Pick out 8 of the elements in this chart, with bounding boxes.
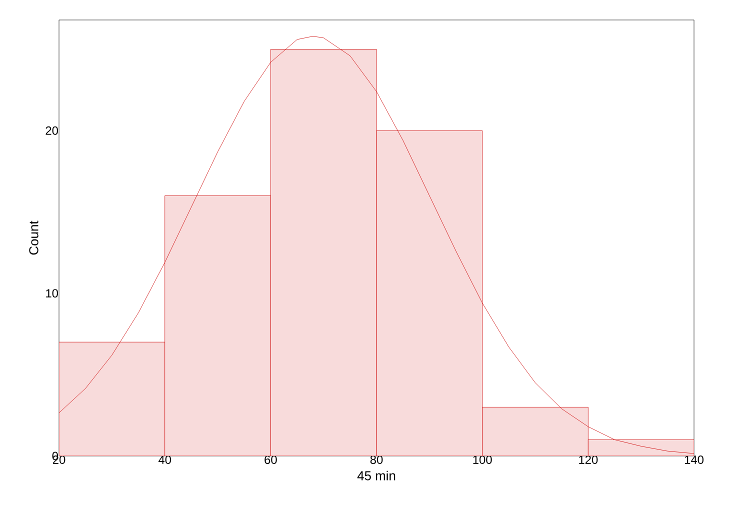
y-tick-label: 10	[46, 289, 58, 298]
line-series	[59, 36, 694, 454]
y-tick-label: 20	[46, 126, 58, 135]
x-axis-title: 45 min	[357, 470, 396, 480]
x-tick-label: 140	[684, 456, 704, 464]
x-tick-label: 40	[158, 456, 172, 464]
y-axis-title: Count	[29, 220, 38, 255]
x-tick-label: 60	[264, 456, 277, 464]
